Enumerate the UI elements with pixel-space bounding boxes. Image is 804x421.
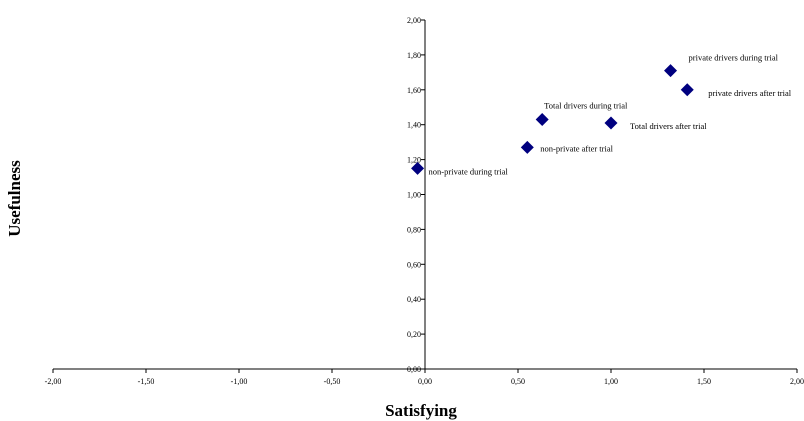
x-tick-label: 2,00 <box>790 377 804 386</box>
data-point-marker <box>680 83 694 97</box>
x-tick-label: -0,50 <box>324 377 341 386</box>
data-point-label: private drivers after trial <box>708 88 791 98</box>
data-point-label: private drivers during trial <box>689 53 779 63</box>
data-point-marker <box>411 161 425 175</box>
y-tick-label: 0,60 <box>407 260 421 269</box>
data-point-marker <box>664 64 678 78</box>
data-point-marker <box>604 116 618 130</box>
x-ticks: -2,00 -1,50 -1,00 -0,50 0,00 0,50 1,00 1,50 2,00 <box>45 369 804 386</box>
y-axis-title: Usefulness <box>5 160 24 237</box>
data-point-label: Total drivers after trial <box>630 121 707 131</box>
data-point-label: non-private after trial <box>540 143 613 153</box>
y-ticks: 0,00 0,20 0,40 0,60 0,80 1,00 1,20 1,40 1,60 1,80… <box>407 16 425 374</box>
y-tick-label: 0,00 <box>407 365 421 374</box>
y-tick-label: 1,20 <box>407 156 421 165</box>
x-tick-label: -2,00 <box>45 377 62 386</box>
data-point-label: Total drivers during trial <box>544 100 628 110</box>
x-tick-label: 1,00 <box>604 377 618 386</box>
x-tick-label: -1,00 <box>231 377 248 386</box>
x-tick-label: -1,50 <box>138 377 155 386</box>
x-tick-label: 1,50 <box>697 377 711 386</box>
data-point-marker <box>535 112 549 126</box>
y-tick-label: 0,40 <box>407 295 421 304</box>
x-tick-label: 0,00 <box>418 377 432 386</box>
y-tick-label: 2,00 <box>407 16 421 25</box>
data-point-label: non-private during trial <box>429 166 509 176</box>
x-axis-title: Satisfying <box>385 401 457 420</box>
y-tick-label: 0,80 <box>407 225 421 234</box>
data-points: non-private during trial non-private afte… <box>411 53 792 176</box>
y-tick-label: 0,20 <box>407 330 421 339</box>
y-tick-label: 1,00 <box>407 191 421 200</box>
x-tick-label: 0,50 <box>511 377 525 386</box>
y-tick-label: 1,40 <box>407 121 421 130</box>
y-tick-label: 1,80 <box>407 51 421 60</box>
data-point-marker <box>520 140 534 154</box>
y-tick-label: 1,60 <box>407 86 421 95</box>
